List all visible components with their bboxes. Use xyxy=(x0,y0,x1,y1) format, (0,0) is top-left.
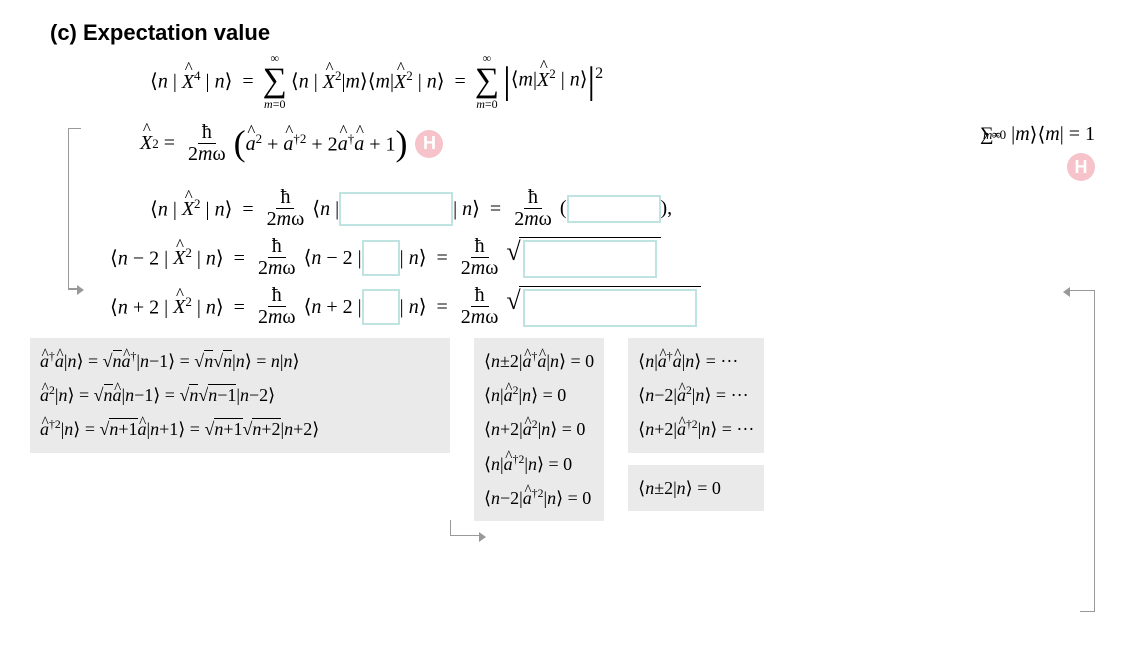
blank-box-3a xyxy=(339,192,453,226)
blank-box-5a xyxy=(362,289,400,325)
sum-symbol-1: ∞∑m=0 xyxy=(263,52,287,110)
ortho-box: ⟨n±2|n⟩ = 0 xyxy=(628,465,764,511)
nonzero-box-right: ⟨n|a†a|n⟩ = ··· ⟨n−2|a2|n⟩ = ··· ⟨n+2|a†… xyxy=(628,338,764,453)
blank-box-4b xyxy=(523,240,657,278)
identity-box-left: a†a|n⟩ = √na†|n−1⟩ = √n√n|n⟩ = n|n⟩ a2|n… xyxy=(30,338,450,453)
connector-right-arrow xyxy=(1069,290,1081,291)
connector-left-to-mid xyxy=(450,535,480,536)
connector-right-bracket xyxy=(1080,290,1095,612)
blank-box-4a xyxy=(362,240,400,276)
eq-line-2: X2 = ħ2mω ( a2 + a†2 + 2a†a + 1 ) H xyxy=(140,122,443,165)
hint-badge-2: H xyxy=(1067,153,1095,181)
frac-hbar-2mw-1: ħ2mω xyxy=(184,122,230,165)
section-title: (c) Expectation value xyxy=(50,20,1105,46)
blank-box-5b xyxy=(523,289,697,327)
eq-line-1: ⟨n | X4 | n⟩ = ∞∑m=0 ⟨n | X2|m⟩⟨m|X2 | n… xyxy=(150,52,1105,110)
connector-left-arrow xyxy=(68,288,78,289)
sqrt-box-4: √ xyxy=(506,237,660,278)
blank-box-3b xyxy=(567,195,661,223)
connector-left-bracket xyxy=(68,128,81,290)
sqrt-box-5: √ xyxy=(506,286,700,327)
eq-line-5: ⟨n + 2 | X2 | n⟩ = ħ2mω ⟨n + 2 | | n⟩ = … xyxy=(110,285,1105,328)
sum-symbol-2: ∞∑m=0 xyxy=(475,52,499,110)
eq-line-3: ⟨n | X2 | n⟩ = ħ2mω ⟨n | | n⟩ = ħ2mω ( )… xyxy=(150,187,1105,230)
completeness-relation: ∑∞m=0 |m⟩⟨m| = 1 xyxy=(980,122,1095,147)
zero-box-mid: ⟨n±2|a†a|n⟩ = 0 ⟨n|a2|n⟩ = 0 ⟨n+2|a2|n⟩ … xyxy=(474,338,604,521)
hint-badge-1: H xyxy=(415,130,443,158)
eq-line-4: ⟨n − 2 | X2 | n⟩ = ħ2mω ⟨n − 2 | | n⟩ = … xyxy=(110,236,1105,279)
connector-left-to-mid-v xyxy=(450,520,451,535)
